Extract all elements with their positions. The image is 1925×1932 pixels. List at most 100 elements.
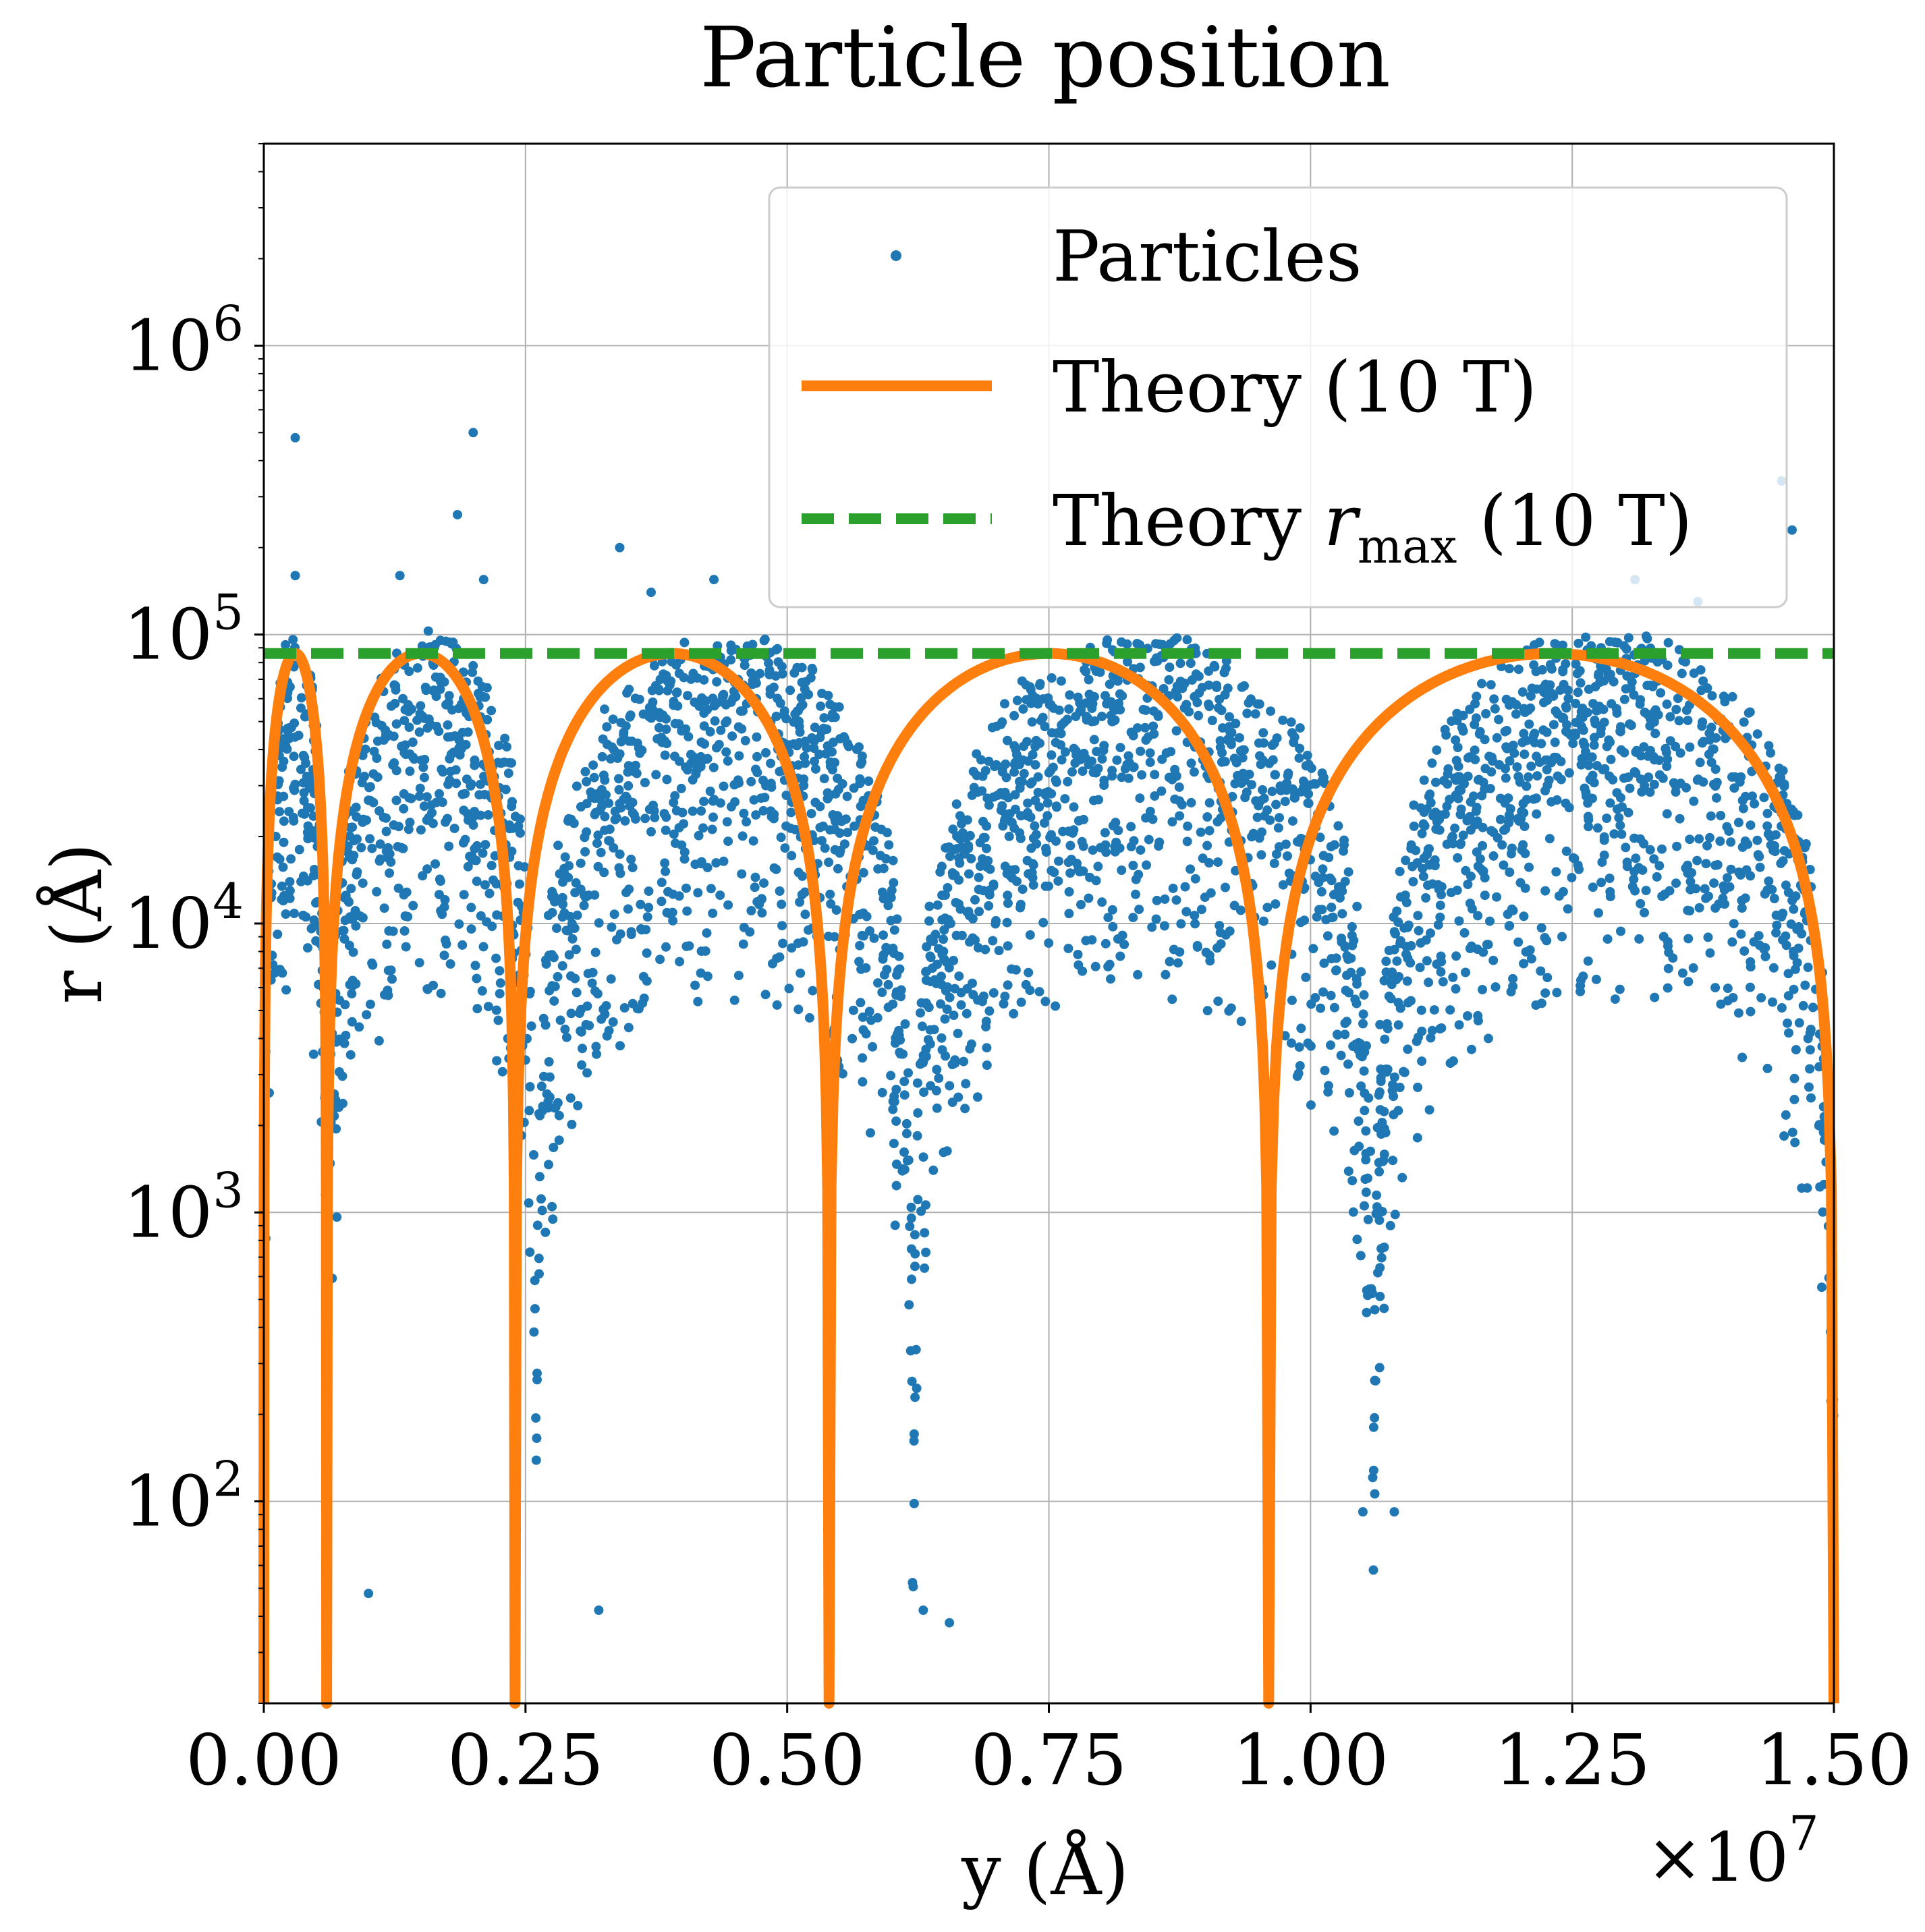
particle-point <box>1405 958 1416 968</box>
particle-point <box>395 571 405 581</box>
particle-point <box>1465 812 1475 822</box>
particle-point <box>1456 804 1466 814</box>
particle-point <box>1397 1172 1407 1183</box>
particle-point <box>1557 932 1567 942</box>
particle-point <box>1721 733 1731 743</box>
particle-point <box>1342 950 1352 961</box>
particle-point <box>1426 1033 1436 1043</box>
particle-point <box>1764 876 1774 886</box>
particle-point <box>1814 1062 1824 1072</box>
particle-point <box>1416 1005 1426 1015</box>
particle-point <box>1169 635 1179 646</box>
particle-point <box>375 839 385 849</box>
particle-point <box>698 823 708 833</box>
particle-point <box>606 974 616 984</box>
particle-point <box>1042 798 1053 808</box>
particle-point <box>1295 743 1305 754</box>
particle-point <box>619 795 629 805</box>
particle-point <box>1326 1040 1335 1050</box>
particle-point <box>892 970 902 980</box>
particle-point <box>1065 841 1076 851</box>
particle-point <box>972 1092 982 1102</box>
particle-point <box>1636 899 1646 909</box>
particle-point <box>1215 736 1225 746</box>
particle-point <box>1629 690 1639 700</box>
particle-point <box>515 879 524 889</box>
particle-point <box>1186 797 1196 807</box>
particle-point <box>1723 873 1732 883</box>
particle-point <box>1175 658 1185 669</box>
particle-point <box>351 802 361 812</box>
particle-point <box>1588 882 1598 892</box>
particle-point <box>702 928 712 938</box>
particle-point <box>1354 1116 1364 1126</box>
particle-point <box>540 1227 551 1237</box>
particle-point <box>729 995 740 1005</box>
particle-point <box>924 901 934 911</box>
particle-point <box>748 836 758 846</box>
particle-point <box>903 1068 913 1078</box>
particle-point <box>494 741 504 751</box>
particle-point <box>882 965 892 975</box>
particle-point <box>471 855 481 865</box>
particle-point <box>909 1429 919 1439</box>
particle-point <box>715 890 725 901</box>
particle-point <box>723 756 733 766</box>
particle-point <box>1225 712 1234 722</box>
particle-point <box>878 930 888 940</box>
particle-point <box>960 1104 970 1114</box>
particle-point <box>1488 756 1498 766</box>
particle-point <box>1649 854 1659 864</box>
particle-point <box>1205 956 1215 966</box>
particle-point <box>677 840 687 850</box>
particle-point <box>1389 1110 1399 1120</box>
particle-point <box>1129 836 1139 846</box>
particle-point <box>1803 963 1813 972</box>
particle-point <box>987 722 997 733</box>
particle-point <box>1344 1088 1354 1098</box>
particle-point <box>1044 938 1054 948</box>
particle-point <box>1490 704 1500 714</box>
particle-point <box>865 926 874 936</box>
particle-point <box>466 781 476 791</box>
particle-point <box>576 884 586 894</box>
particle-point <box>1362 1307 1372 1317</box>
particle-point <box>929 1025 939 1035</box>
particle-point <box>1280 797 1290 807</box>
particle-point <box>1012 876 1022 886</box>
particle-point <box>1764 741 1774 751</box>
particle-point <box>1347 921 1357 932</box>
particle-point <box>454 919 464 929</box>
particle-point <box>1254 833 1264 843</box>
particle-point <box>1145 806 1155 816</box>
particle-point <box>1322 931 1333 941</box>
particle-point <box>1427 758 1437 768</box>
particle-point <box>1306 1100 1316 1110</box>
particle-point <box>1144 834 1154 845</box>
particle-point <box>1762 808 1773 818</box>
particle-point <box>1352 901 1362 911</box>
particle-point <box>1466 1044 1476 1054</box>
particle-point <box>907 1274 916 1284</box>
particle-point <box>1278 880 1288 890</box>
particle-point <box>1511 700 1522 710</box>
particle-point <box>1639 742 1649 752</box>
particle-point <box>1685 742 1695 752</box>
particle-point <box>1347 940 1358 950</box>
particle-point <box>1284 868 1294 878</box>
particle-point <box>1779 846 1789 856</box>
particle-point <box>794 716 804 727</box>
particle-point <box>416 701 426 711</box>
particle-point <box>1645 845 1655 855</box>
particle-point <box>1137 770 1147 780</box>
particle-point <box>1333 882 1343 892</box>
particle-point <box>565 1093 576 1103</box>
particle-point <box>1161 969 1171 979</box>
particle-point <box>1589 740 1599 750</box>
particle-point <box>699 721 709 731</box>
particle-point <box>548 1214 558 1224</box>
particle-point <box>1572 669 1582 679</box>
particle-point <box>1379 975 1389 986</box>
particle-point <box>856 964 866 974</box>
